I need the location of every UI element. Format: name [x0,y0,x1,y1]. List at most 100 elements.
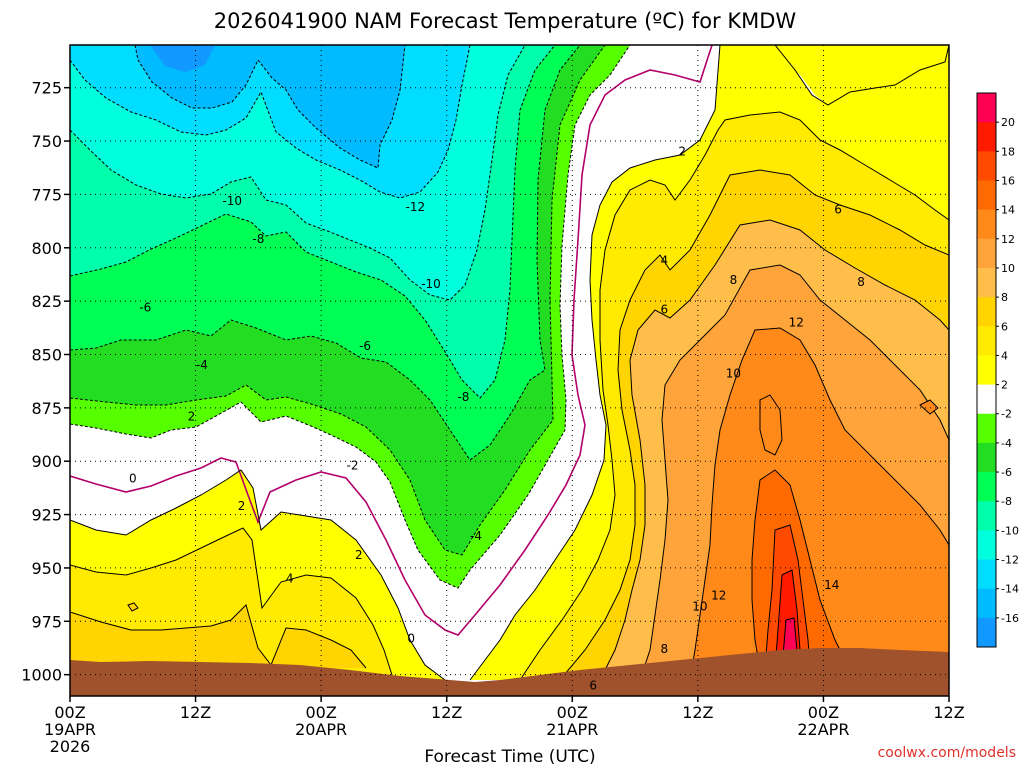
contour-label: -10 [222,194,242,208]
credit-text: coolwx.com/models [878,745,1016,761]
contour-label: 10 [726,367,741,381]
contour-zero [70,45,713,636]
y-tick-label: 900 [31,452,62,471]
region-below-minus-14 [135,45,405,168]
y-tick-label: 875 [31,399,62,418]
contour-label: 6 [661,303,669,317]
contour-label: 6 [834,202,842,216]
y-tick-label: 950 [31,559,62,578]
contour-label: -10 [421,277,441,291]
x-tick-label: 12Z [180,703,211,722]
contour-label: -8 [252,232,264,246]
colorbar-swatch [977,151,996,181]
colorbar-swatch [977,122,996,152]
colorbar-label: 6 [1001,320,1008,333]
colorbar-swatch [977,209,996,240]
colorbar-swatch [977,530,996,560]
y-tick-label: 800 [31,239,62,258]
colorbar-label: 4 [1001,349,1008,362]
y-tick-label: 775 [31,185,62,204]
colorbar-label: 18 [1001,145,1015,158]
x-tick-label: 21APR [546,720,598,739]
contour-label: 2 [188,409,196,423]
x-tick-label: 12Z [431,703,462,722]
colorbar: 20 18 16 14 12 10 8 6 4 2 -2 -4 -6 -8 -10 -12 -14 -16 [976,92,1019,648]
contour-labels: -10 -8 -12 -10 -6 -6 -4 -8 2 0 2 -2 -4 2 4 0 2 4 6 8 6 8 12 10 1… [129,145,865,693]
contour-label: 8 [730,273,738,287]
colorbar-frame [976,92,997,648]
x-tick-label: 00Z [808,703,839,722]
colorbar-label: -6 [1001,466,1012,479]
contour-label: 4 [661,254,669,268]
colorbar-label: 10 [1001,262,1015,275]
colorbar-label: 16 [1001,174,1015,187]
x-tick-label: 22APR [797,720,849,739]
colorbar-label: -2 [1001,408,1012,421]
contour-label: 2 [355,548,363,562]
x-tick-label: 00Z [557,703,588,722]
contour-label: 8 [857,275,865,289]
colorbar-swatch [977,355,996,385]
contour-label: 4 [286,572,294,586]
x-tick-label: 00Z [54,703,85,722]
y-tick-label: 925 [31,506,62,525]
y-tick-label: 825 [31,292,62,311]
contour-label: 8 [661,642,669,656]
contour-label: 12 [711,589,726,603]
colorbar-swatch [977,180,996,210]
colorbar-swatch [977,501,996,531]
contour-label: 6 [589,678,597,692]
colorbar-label: -4 [1001,437,1012,450]
plot-frame [69,44,950,697]
plot-area [70,45,949,696]
colorbar-label: -16 [1001,612,1019,625]
contour-label: 14 [824,578,839,592]
colorbar-swatch [977,442,996,473]
colorbar-label: 14 [1001,204,1015,217]
y-tick-label: 975 [31,612,62,631]
colorbar-swatch [977,588,996,619]
colorbar-swatch [977,93,996,123]
contour-label: -12 [406,200,426,214]
colorbar-swatch [977,617,996,648]
colorbar-swatch [977,384,996,415]
x-tick-label: 19APR [44,720,96,739]
contour-label: -8 [457,390,469,404]
x-tick-label: 12Z [933,703,964,722]
y-tick-label: 850 [31,345,62,364]
colorbar-swatch [977,267,996,298]
colorbar-label: 12 [1001,233,1015,246]
contour-label: -6 [359,339,371,353]
region-below-minus-16 [150,45,215,72]
grid-lines [70,45,949,696]
contour-label: 2 [238,499,246,513]
colorbar-label: -14 [1001,583,1019,596]
contour-label: 0 [407,631,415,645]
colorbar-swatch [977,413,996,444]
x-axis-label: Forecast Time (UTC) [424,747,595,767]
colorbar-swatch [977,297,996,327]
y-axis: 725 750 775 800 825 850 875 900 925 950 975 1000 [21,79,70,685]
y-tick-label: 725 [31,79,62,98]
colorbar-label: 2 [1001,379,1008,392]
contour-label: -4 [470,529,482,543]
contour-label: 10 [692,599,707,613]
colorbar-label: 20 [1001,116,1015,129]
x-tick-label: 12Z [682,703,713,722]
contour-label: -6 [139,301,151,315]
x-tick-label: 20APR [295,720,347,739]
chart-title: 2026041900 NAM Forecast Temperature (ºC)… [214,9,797,33]
y-tick-label: 1000 [21,666,62,685]
colorbar-label: -8 [1001,495,1012,508]
region-above-6-left [70,605,366,668]
contour-label: 2 [678,145,686,159]
x-tick-label: 00Z [305,703,336,722]
x-tick-label: 2026 [50,737,91,756]
colorbar-swatch [977,472,996,502]
colorbar-label: -12 [1001,554,1019,567]
contour-label: -2 [347,458,359,472]
colorbar-swatch [977,559,996,589]
contour-label: 12 [789,315,804,329]
